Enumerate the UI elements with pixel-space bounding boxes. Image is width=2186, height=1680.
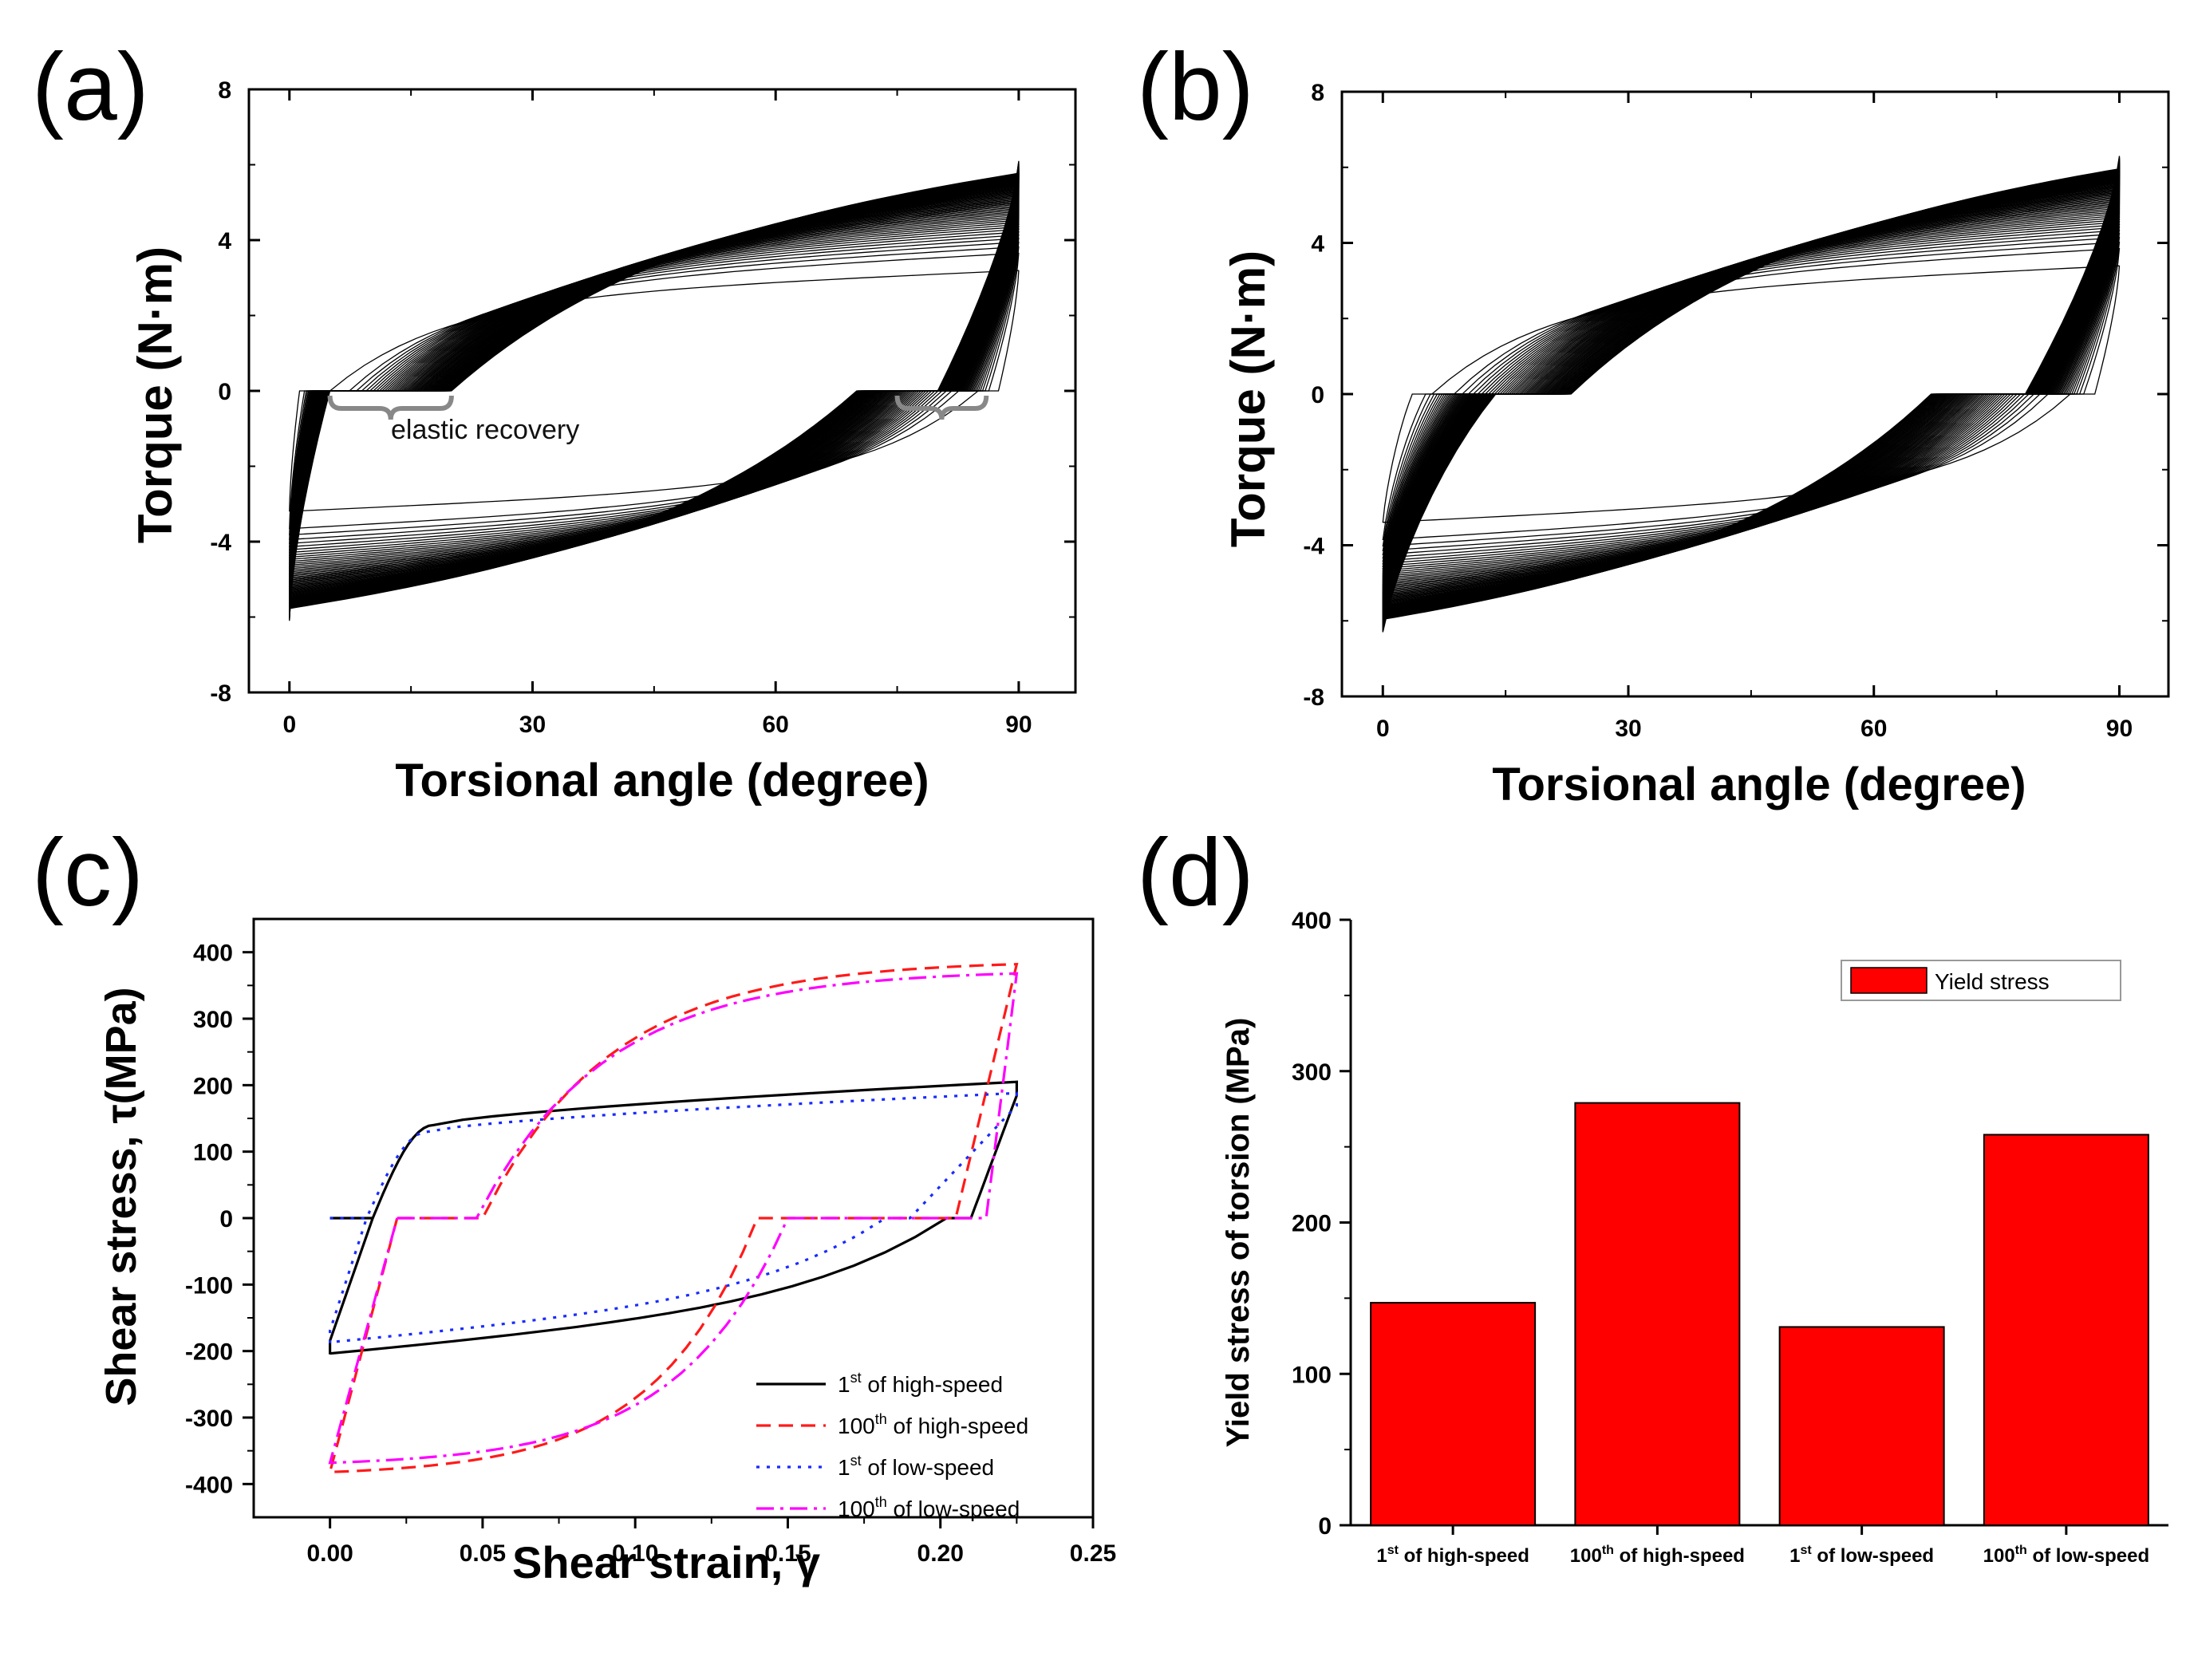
c-legend-label: 1st of low-speed [838, 1453, 994, 1480]
a-cycle-curve [289, 160, 1020, 621]
elastic-recovery-brace [894, 395, 989, 420]
panel-label-d: (d) [1137, 819, 1254, 926]
c-ytick-label: 400 [193, 941, 233, 967]
a-xtick-label: 90 [1005, 712, 1032, 738]
panel-c-chart: 0.00 0.05 0.10 0.15 0.20 0.25 -400 -300 -200 -100… [185, 917, 1116, 1567]
b-xtick-label: 0 [1376, 716, 1390, 742]
b-ytick-label: 4 [1311, 231, 1324, 258]
b-ylabel: Torque (N·m) [1221, 250, 1275, 547]
elastic-recovery-brace [327, 395, 454, 420]
d-ytick-label: 300 [1292, 1059, 1332, 1086]
b-xtick-label: 90 [2106, 716, 2133, 742]
b-cycle-curve [1382, 265, 2121, 523]
d-category-label: 1st of high-speed [1376, 1544, 1529, 1567]
panel-b-chart: 0 30 60 90 -8 -4 0 4 8 [1303, 80, 2170, 742]
c-xtick-label: 0.25 [1070, 1540, 1116, 1567]
c-ytick-label: 200 [193, 1073, 233, 1099]
c-series-line [329, 1080, 1018, 1355]
b-ytick-label: -4 [1303, 534, 1324, 560]
b-xtick-label: 30 [1615, 716, 1641, 742]
c-legend-label: 1st of high-speed [838, 1370, 1003, 1397]
d-ytick-label: 0 [1318, 1513, 1332, 1540]
a-xtick-label: 0 [282, 712, 296, 738]
c-ytick-label: 100 [193, 1140, 233, 1166]
c-xtick-label: 0.20 [917, 1540, 964, 1567]
d-ytick-label: 200 [1292, 1211, 1332, 1237]
panel-label-c: (c) [32, 819, 144, 926]
a-xlabel: Torsional angle (degree) [395, 755, 929, 806]
c-ytick-label: -100 [185, 1272, 233, 1299]
c-legend-label: 100th of high-speed [838, 1411, 1028, 1438]
a-xtick-label: 30 [519, 712, 546, 738]
d-category-label: 100th of low-speed [1983, 1544, 2150, 1567]
a-xtick-label: 60 [763, 712, 789, 738]
d-legend: Yield stress [1841, 960, 2121, 1001]
d-bar [1370, 1302, 1537, 1526]
d-ytick-label: 100 [1292, 1362, 1332, 1388]
elastic-recovery-annotation: elastic recovery [391, 415, 579, 445]
a-ylabel: Torque (N·m) [128, 246, 182, 543]
c-ytick-label: -400 [185, 1472, 233, 1498]
panel-a-chart: 0 30 60 90 -8 -4 0 4 8 [210, 77, 1077, 738]
d-category-label: 1st of low-speed [1789, 1544, 1934, 1567]
c-xlabel: Shear strain, γ [512, 1537, 820, 1587]
a-ytick-label: 0 [218, 379, 231, 405]
a-ytick-label: -4 [210, 530, 231, 556]
d-bar [1778, 1326, 1945, 1526]
panel-label-b: (b) [1137, 34, 1254, 140]
a-cycle-curves [289, 160, 1020, 621]
c-ytick-label: -300 [185, 1406, 233, 1432]
d-bar [1574, 1102, 1741, 1527]
d-category-label: 100th of high-speed [1570, 1544, 1745, 1567]
d-bar [1983, 1134, 2149, 1526]
panel-d-chart: 0 100 200 300 400 1st of high-speed 100th of h… [1292, 908, 2168, 1567]
a-ytick-label: 8 [218, 77, 231, 104]
a-ytick-label: -8 [210, 680, 231, 707]
panel-label-a: (a) [32, 34, 149, 140]
c-ylabel: Shear stress, τ(MPa) [97, 987, 145, 1406]
c-ytick-label: 300 [193, 1007, 233, 1033]
c-xtick-label: 0.15 [764, 1540, 811, 1567]
c-series-line [328, 963, 1019, 1473]
b-cycle-curve [1382, 241, 2121, 547]
b-ytick-label: 8 [1311, 80, 1324, 106]
a-ytick-label: 4 [218, 228, 231, 254]
b-cycle-curve [1382, 156, 2121, 633]
c-ytick-label: 0 [219, 1206, 233, 1232]
d-legend-label: Yield stress [1935, 969, 2050, 994]
b-cycle-curves [1382, 156, 2121, 633]
c-xtick-label: 0.00 [306, 1540, 353, 1567]
d-ylabel: Yield stress of torsion (MPa) [1221, 1018, 1256, 1448]
c-ytick-label: -200 [185, 1339, 233, 1366]
b-ytick-label: -8 [1303, 684, 1324, 711]
d-legend-swatch [1850, 967, 1928, 994]
b-cycle-curve [1382, 247, 2121, 541]
c-xtick-label: 0.10 [612, 1540, 658, 1567]
c-xtick-label: 0.05 [460, 1540, 506, 1567]
b-ytick-label: 0 [1311, 382, 1324, 408]
b-xlabel: Torsional angle (degree) [1492, 759, 2026, 810]
c-series-line [328, 972, 1019, 1465]
c-series-line [329, 1091, 1018, 1344]
a-cycle-curve [289, 252, 1020, 530]
b-xtick-label: 60 [1860, 716, 1887, 742]
a-cycle-curve [289, 270, 1020, 512]
c-legend-label: 100th of low-speed [838, 1494, 1020, 1521]
d-ytick-label: 400 [1292, 908, 1332, 934]
